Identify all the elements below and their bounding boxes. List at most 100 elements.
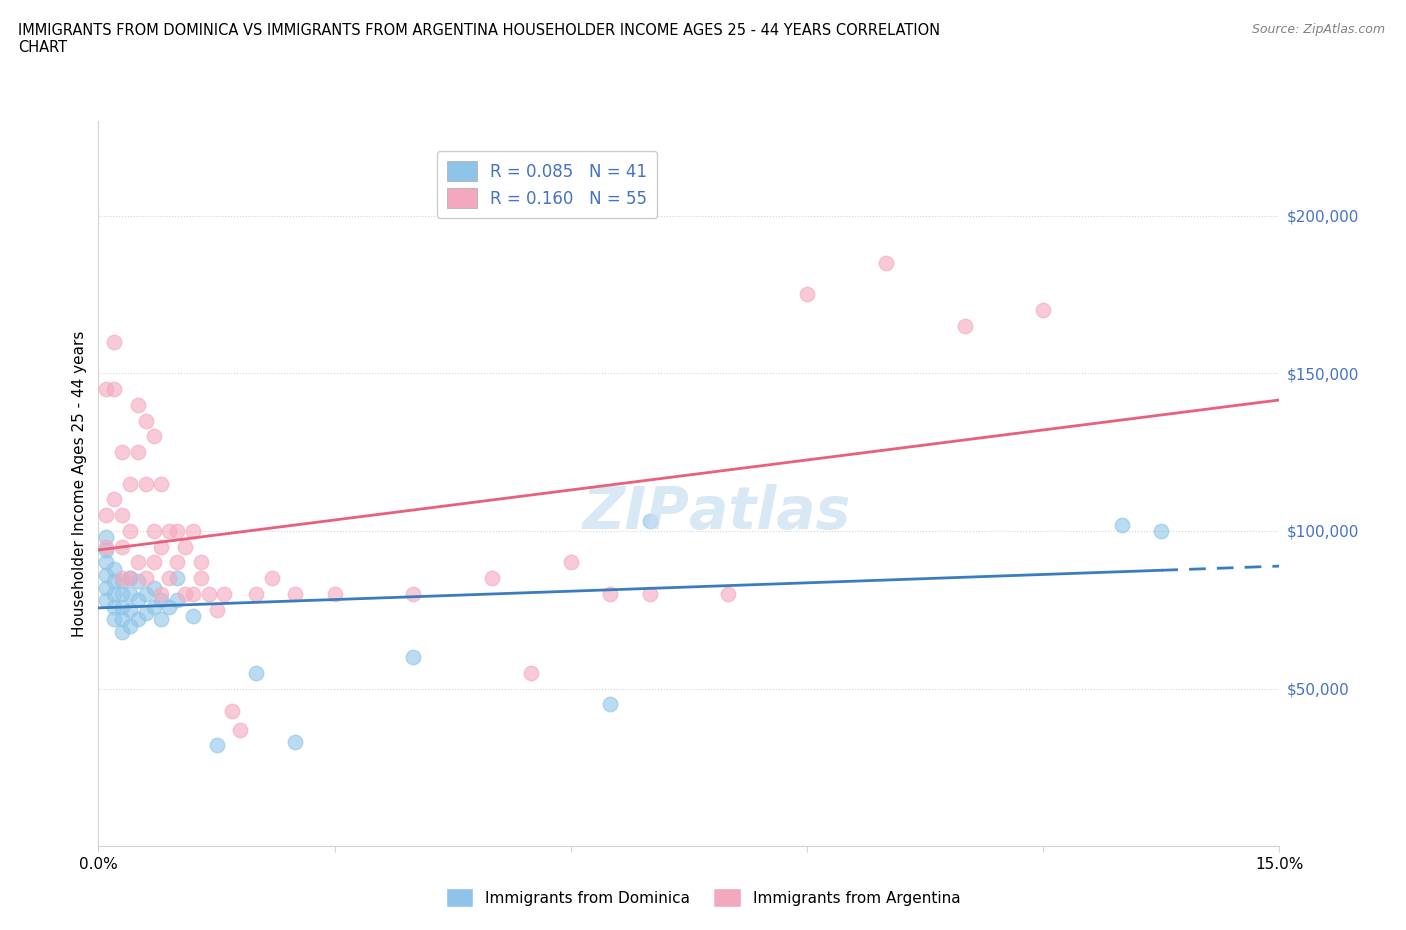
Point bbox=[221, 703, 243, 718]
Point bbox=[402, 587, 425, 602]
Point bbox=[111, 571, 134, 586]
Point bbox=[174, 587, 197, 602]
Point bbox=[150, 587, 173, 602]
Point bbox=[142, 524, 165, 538]
Point bbox=[190, 555, 212, 570]
Point bbox=[127, 445, 149, 459]
Point bbox=[245, 665, 267, 680]
Point bbox=[142, 429, 165, 444]
Point bbox=[111, 445, 134, 459]
Y-axis label: Householder Income Ages 25 - 44 years: Householder Income Ages 25 - 44 years bbox=[72, 330, 87, 637]
Point bbox=[190, 571, 212, 586]
Point bbox=[103, 381, 125, 396]
Point bbox=[560, 555, 582, 570]
Point bbox=[166, 571, 188, 586]
Point bbox=[118, 587, 141, 602]
Point bbox=[181, 587, 204, 602]
Point bbox=[181, 608, 204, 623]
Point bbox=[96, 580, 118, 595]
Point bbox=[135, 587, 157, 602]
Point bbox=[142, 555, 165, 570]
Point bbox=[214, 587, 236, 602]
Point bbox=[284, 735, 307, 750]
Point bbox=[402, 650, 425, 665]
Point bbox=[111, 624, 134, 639]
Point bbox=[875, 256, 897, 271]
Point bbox=[197, 587, 219, 602]
Point bbox=[229, 723, 252, 737]
Point bbox=[103, 334, 125, 349]
Point bbox=[111, 574, 134, 589]
Point bbox=[118, 524, 141, 538]
Point bbox=[135, 413, 157, 428]
Point bbox=[717, 587, 740, 602]
Point bbox=[127, 612, 149, 627]
Point bbox=[205, 737, 228, 752]
Legend: R = 0.085   N = 41, R = 0.160   N = 55: R = 0.085 N = 41, R = 0.160 N = 55 bbox=[437, 151, 658, 219]
Point bbox=[96, 542, 118, 557]
Point bbox=[953, 318, 976, 333]
Point bbox=[96, 567, 118, 582]
Point bbox=[96, 539, 118, 554]
Point bbox=[103, 612, 125, 627]
Point bbox=[166, 555, 188, 570]
Point bbox=[157, 571, 180, 586]
Point bbox=[96, 592, 118, 607]
Point bbox=[118, 603, 141, 618]
Point bbox=[638, 514, 661, 529]
Point bbox=[127, 397, 149, 412]
Text: ZIP: ZIP bbox=[582, 485, 689, 541]
Point bbox=[599, 587, 621, 602]
Point bbox=[796, 287, 818, 302]
Point bbox=[96, 381, 118, 396]
Point bbox=[260, 571, 283, 586]
Point bbox=[118, 571, 141, 586]
Point bbox=[96, 555, 118, 570]
Point bbox=[103, 587, 125, 602]
Point bbox=[323, 587, 346, 602]
Point bbox=[1150, 524, 1173, 538]
Point bbox=[520, 665, 543, 680]
Point bbox=[157, 599, 180, 614]
Point bbox=[142, 580, 165, 595]
Point bbox=[150, 476, 173, 491]
Point bbox=[103, 492, 125, 507]
Text: atlas: atlas bbox=[689, 485, 851, 541]
Point bbox=[181, 524, 204, 538]
Point bbox=[638, 587, 661, 602]
Point bbox=[245, 587, 267, 602]
Text: Source: ZipAtlas.com: Source: ZipAtlas.com bbox=[1251, 23, 1385, 36]
Point bbox=[166, 524, 188, 538]
Point bbox=[205, 603, 228, 618]
Point bbox=[111, 599, 134, 614]
Point bbox=[111, 539, 134, 554]
Point bbox=[118, 476, 141, 491]
Point bbox=[150, 539, 173, 554]
Text: CHART: CHART bbox=[18, 40, 67, 55]
Point bbox=[166, 592, 188, 607]
Point bbox=[103, 562, 125, 577]
Point bbox=[111, 587, 134, 602]
Point bbox=[599, 697, 621, 711]
Point bbox=[96, 530, 118, 545]
Point bbox=[142, 599, 165, 614]
Point bbox=[103, 574, 125, 589]
Point bbox=[1111, 517, 1133, 532]
Point bbox=[111, 612, 134, 627]
Point bbox=[135, 605, 157, 620]
Point bbox=[174, 539, 197, 554]
Point bbox=[1032, 302, 1054, 317]
Point bbox=[127, 555, 149, 570]
Point bbox=[284, 587, 307, 602]
Point bbox=[135, 476, 157, 491]
Point bbox=[103, 599, 125, 614]
Point bbox=[111, 508, 134, 523]
Text: IMMIGRANTS FROM DOMINICA VS IMMIGRANTS FROM ARGENTINA HOUSEHOLDER INCOME AGES 25: IMMIGRANTS FROM DOMINICA VS IMMIGRANTS F… bbox=[18, 23, 941, 38]
Point bbox=[96, 508, 118, 523]
Point bbox=[118, 618, 141, 633]
Point bbox=[157, 524, 180, 538]
Legend: Immigrants from Dominica, Immigrants from Argentina: Immigrants from Dominica, Immigrants fro… bbox=[440, 883, 966, 913]
Point bbox=[127, 574, 149, 589]
Point bbox=[135, 571, 157, 586]
Point bbox=[127, 592, 149, 607]
